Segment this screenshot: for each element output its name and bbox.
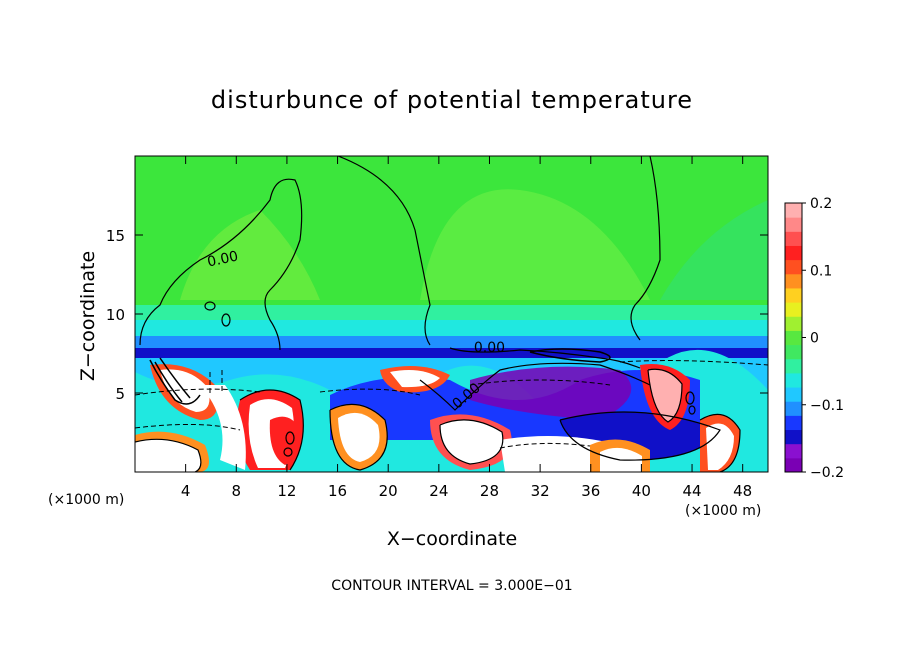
x-tick-label: 36 (581, 482, 600, 500)
colorbar-segment (785, 302, 802, 317)
x-tick-label: 8 (232, 482, 242, 500)
x-tick-label: 28 (480, 482, 499, 500)
colorbar-segment (785, 231, 802, 246)
colorbar-segment (785, 273, 802, 289)
x-tick-label: 4 (181, 482, 191, 500)
colorbar-segment (785, 358, 802, 374)
x-axis-label: X−coordinate (386, 528, 518, 550)
x-tick-label: 16 (328, 482, 347, 500)
colorbar: 0.2 0.1 0 −0.1 −0.2 (784, 196, 844, 481)
colorbar-segment (785, 217, 802, 232)
colorbar-segment (785, 387, 802, 402)
colorbar-segment (785, 372, 802, 388)
colorbar-segment (785, 457, 802, 473)
y-tick-label: 5 (115, 385, 125, 403)
x-tick-label: 40 (632, 482, 651, 500)
contour-interval-note: CONTOUR INTERVAL = 3.000E−01 (331, 578, 573, 594)
colorbar-segment (785, 443, 802, 459)
x-unit-left: (×1000 m) (48, 492, 125, 508)
contour-label: 0.00 (474, 340, 505, 356)
x-tick-label: 12 (277, 482, 296, 500)
x-tick-label: 20 (379, 482, 398, 500)
chart-title: disturbunce of potential temperature (210, 86, 694, 114)
colorbar-segment (785, 429, 802, 445)
colorbar-segment (785, 401, 802, 416)
colorbar-tick-label: 0 (810, 331, 819, 347)
x-tick-label: 48 (733, 482, 752, 500)
y-tick-label: 15 (106, 227, 125, 245)
x-tick-label: 32 (531, 482, 550, 500)
colorbar-segment (785, 344, 802, 360)
colorbar-tick-label: −0.2 (810, 465, 844, 481)
contour-label: 0.00 (206, 248, 240, 270)
colorbar-tick-label: −0.1 (810, 398, 844, 414)
colorbar-tick-label: 0.1 (810, 263, 832, 279)
colorbar-tick-label: 0.2 (810, 196, 832, 212)
colorbar-segment (785, 330, 802, 346)
colorbar-segment (785, 259, 802, 275)
colorbar-segment (785, 287, 802, 303)
x-tick-label: 44 (682, 482, 701, 500)
colorbar-segment (785, 245, 802, 261)
y-ticks: 5 10 15 (106, 227, 768, 403)
field-image (135, 156, 768, 472)
x-ticks: 4 8 12 16 20 24 28 32 36 40 44 48 (181, 156, 752, 500)
x-tick-label: 24 (429, 482, 448, 500)
colorbar-segment (785, 415, 802, 431)
y-tick-label: 10 (106, 306, 125, 324)
colorbar-segment (785, 203, 802, 218)
colorbar-segment (785, 316, 802, 331)
x-unit-right: (×1000 m) (685, 503, 762, 519)
